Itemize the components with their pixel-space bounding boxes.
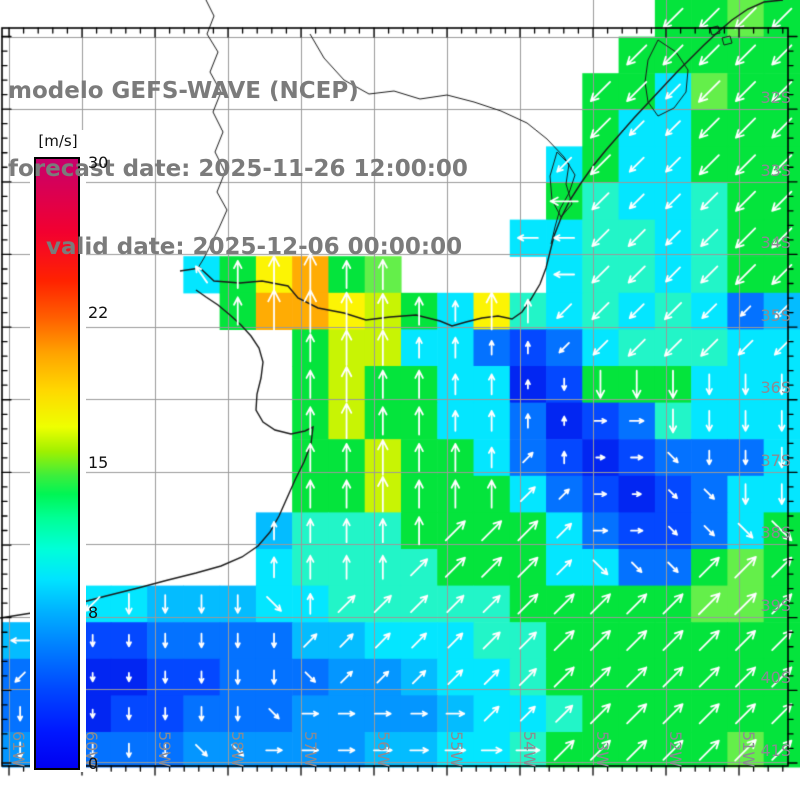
lat-label-39S: 39S [760,595,791,615]
colorbar: [m/s] [30,130,86,772]
valid-date: valid date: 2025-12-06 00:00:00 [46,234,463,260]
lat-label-41S: 41S [760,740,791,760]
colorbar-tick-15: 15 [88,452,109,472]
colorbar-gradient [34,157,80,770]
lat-label-36S: 36S [760,378,791,397]
lon-label-57W: 57W [301,731,320,768]
lat-label-35S: 35S [760,305,791,325]
colorbar-tick-30: 30 [88,153,109,173]
lat-label-33S: 33S [760,160,791,180]
lat-label-37S: 37S [760,450,791,470]
colorbar-tick-22: 22 [88,302,109,322]
lon-label-51W: 51W [739,731,758,768]
lon-label-61W: 61W [9,731,28,768]
map-title-block: modelo GEFS-WAVE (NCEP) forecast date: 2… [8,26,468,312]
model-title: modelo GEFS-WAVE (NCEP) [8,78,359,104]
lon-label-52W: 52W [666,731,685,768]
lat-label-40S: 40S [760,668,791,687]
lon-label-54W: 54W [520,731,539,768]
lon-label-56W: 56W [374,731,393,768]
forecast-date: forecast date: 2025-11-26 12:00:00 [8,156,468,182]
lat-label-32S: 32S [760,88,791,107]
colorbar-tick-0: 0 [88,754,99,774]
lon-label-58W: 58W [228,731,247,768]
lon-label-59W: 59W [155,731,174,768]
lat-label-38S: 38S [760,523,791,542]
lon-label-53W: 53W [593,731,612,768]
lon-label-55W: 55W [447,731,466,768]
colorbar-tick-8: 8 [88,603,99,623]
lat-label-34S: 34S [760,233,791,252]
colorbar-unit-label: [m/s] [38,132,78,150]
